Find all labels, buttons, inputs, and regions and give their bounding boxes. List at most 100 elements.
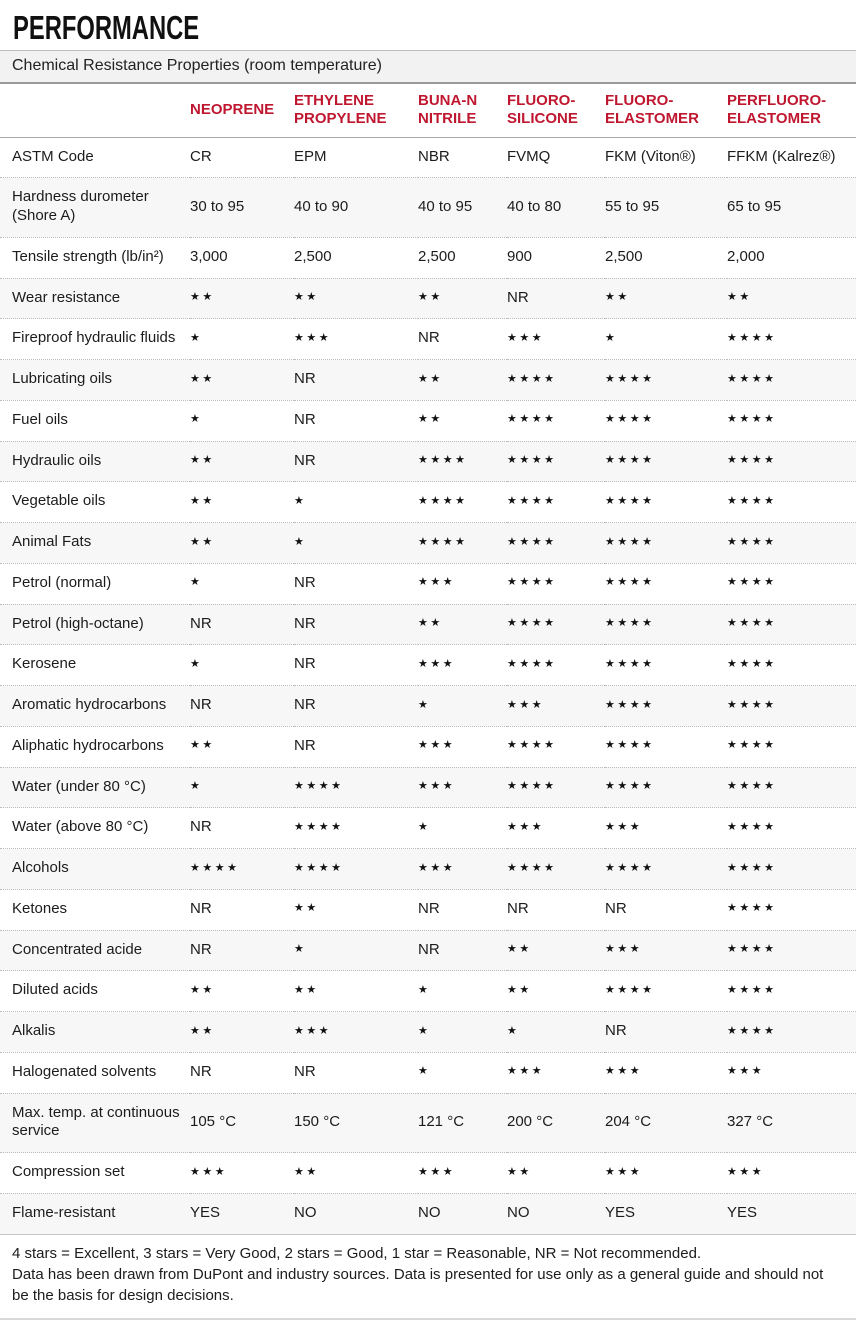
cell-fluoro-silicone: ★★★: [507, 808, 605, 849]
cell-buna-n-nitrile: NR: [418, 889, 507, 930]
cell-neoprene: NR: [190, 604, 294, 645]
cell-perfluoro-elastomer: ★★★★: [727, 767, 856, 808]
cell-fluoro-silicone: 200 °C: [507, 1093, 605, 1153]
cell-fluoro-elastomer: ★★★: [605, 808, 727, 849]
row-label: Petrol (high-octane): [0, 604, 190, 645]
cell-fluoro-elastomer: FKM (Viton®): [605, 137, 727, 178]
cell-neoprene: ★: [190, 319, 294, 360]
cell-neoprene: ★★: [190, 726, 294, 767]
cell-fluoro-elastomer: ★★★★: [605, 971, 727, 1012]
cell-fluoro-silicone: ★★: [507, 930, 605, 971]
row-label: Compression set: [0, 1153, 190, 1194]
table-row: Wear resistance ★★ ★★ ★★ NR ★★ ★★: [0, 278, 856, 319]
table-row: Max. temp. at continuous service 105 °C …: [0, 1093, 856, 1153]
cell-fluoro-elastomer: ★★: [605, 278, 727, 319]
header-empty-cell: [0, 84, 190, 137]
cell-buna-n-nitrile: ★: [418, 1052, 507, 1093]
cell-fluoro-elastomer: ★★★★: [605, 482, 727, 523]
cell-ethylene-propylene: NO: [294, 1193, 418, 1233]
cell-fluoro-silicone: NR: [507, 889, 605, 930]
cell-fluoro-elastomer: ★★★★: [605, 686, 727, 727]
cell-perfluoro-elastomer: ★★★★: [727, 971, 856, 1012]
cell-perfluoro-elastomer: 2,000: [727, 237, 856, 278]
table-row: Compression set ★★★ ★★ ★★★ ★★ ★★★ ★★★: [0, 1153, 856, 1194]
cell-perfluoro-elastomer: ★★★★: [727, 563, 856, 604]
cell-fluoro-elastomer: YES: [605, 1193, 727, 1233]
table-row: Ketones NR ★★ NR NR NR ★★★★: [0, 889, 856, 930]
cell-fluoro-silicone: ★★★★: [507, 645, 605, 686]
cell-buna-n-nitrile: ★: [418, 971, 507, 1012]
row-label: Diluted acids: [0, 971, 190, 1012]
cell-fluoro-silicone: ★★★★: [507, 849, 605, 890]
cell-fluoro-silicone: 900: [507, 237, 605, 278]
cell-ethylene-propylene: ★★★: [294, 319, 418, 360]
cell-fluoro-silicone: ★★★★: [507, 400, 605, 441]
cell-perfluoro-elastomer: ★★★★: [727, 930, 856, 971]
row-label: Petrol (normal): [0, 563, 190, 604]
table-row: Alkalis ★★ ★★★ ★ ★ NR ★★★★: [0, 1012, 856, 1053]
cell-neoprene: ★★: [190, 971, 294, 1012]
column-header-neoprene: NEOPRENE: [190, 84, 294, 137]
cell-buna-n-nitrile: ★★: [418, 604, 507, 645]
cell-fluoro-elastomer: ★★★★: [605, 726, 727, 767]
cell-fluoro-silicone: ★★★★: [507, 604, 605, 645]
cell-perfluoro-elastomer: ★★★★: [727, 319, 856, 360]
cell-neoprene: NR: [190, 1052, 294, 1093]
cell-fluoro-silicone: ★★★★: [507, 767, 605, 808]
cell-ethylene-propylene: NR: [294, 686, 418, 727]
cell-fluoro-elastomer: ★: [605, 319, 727, 360]
cell-buna-n-nitrile: NO: [418, 1193, 507, 1233]
cell-buna-n-nitrile: NBR: [418, 137, 507, 178]
cell-neoprene: ★: [190, 563, 294, 604]
page-title: PERFORMANCE: [13, 9, 199, 47]
cell-buna-n-nitrile: ★★★: [418, 726, 507, 767]
table-row: Flame-resistant YES NO NO NO YES YES: [0, 1193, 856, 1233]
cell-neoprene: CR: [190, 137, 294, 178]
cell-fluoro-silicone: ★★★: [507, 1052, 605, 1093]
cell-neoprene: ★: [190, 645, 294, 686]
table-row: Diluted acids ★★ ★★ ★ ★★ ★★★★ ★★★★: [0, 971, 856, 1012]
table-row: Water (above 80 °C) NR ★★★★ ★ ★★★ ★★★ ★★…: [0, 808, 856, 849]
cell-fluoro-elastomer: ★★★★: [605, 563, 727, 604]
column-header-perfluoro-elastomer: PERFLUORO-ELASTOMER: [727, 84, 856, 137]
row-label: Flame-resistant: [0, 1193, 190, 1233]
cell-perfluoro-elastomer: ★★★★: [727, 523, 856, 564]
cell-ethylene-propylene: ★: [294, 930, 418, 971]
cell-buna-n-nitrile: NR: [418, 930, 507, 971]
data-disclaimer: Data has been drawn from DuPont and indu…: [12, 1264, 840, 1307]
row-label: Tensile strength (lb/in²): [0, 237, 190, 278]
cell-perfluoro-elastomer: ★★★: [727, 1052, 856, 1093]
cell-ethylene-propylene: NR: [294, 726, 418, 767]
cell-ethylene-propylene: ★: [294, 523, 418, 564]
cell-ethylene-propylene: NR: [294, 441, 418, 482]
cell-buna-n-nitrile: NR: [418, 319, 507, 360]
cell-fluoro-elastomer: ★★★★: [605, 400, 727, 441]
cell-fluoro-silicone: ★★: [507, 971, 605, 1012]
cell-neoprene: ★: [190, 767, 294, 808]
table-row: Water (under 80 °C) ★ ★★★★ ★★★ ★★★★ ★★★★…: [0, 767, 856, 808]
table-row: Hardness durometer (Shore A) 30 to 95 40…: [0, 178, 856, 238]
row-label: Aromatic hydrocarbons: [0, 686, 190, 727]
row-label: Kerosene: [0, 645, 190, 686]
cell-ethylene-propylene: ★★★★: [294, 808, 418, 849]
cell-perfluoro-elastomer: ★★★★: [727, 400, 856, 441]
cell-neoprene: ★★: [190, 360, 294, 401]
cell-buna-n-nitrile: ★★★★: [418, 523, 507, 564]
cell-neoprene: YES: [190, 1193, 294, 1233]
cell-neoprene: 105 °C: [190, 1093, 294, 1153]
cell-neoprene: ★★★★: [190, 849, 294, 890]
cell-ethylene-propylene: NR: [294, 400, 418, 441]
cell-perfluoro-elastomer: 327 °C: [727, 1093, 856, 1153]
cell-neoprene: NR: [190, 889, 294, 930]
cell-neoprene: ★: [190, 400, 294, 441]
cell-perfluoro-elastomer: ★★★★: [727, 645, 856, 686]
cell-neoprene: NR: [190, 686, 294, 727]
cell-ethylene-propylene: 40 to 90: [294, 178, 418, 238]
cell-fluoro-silicone: ★★★★: [507, 563, 605, 604]
cell-buna-n-nitrile: 121 °C: [418, 1093, 507, 1153]
cell-ethylene-propylene: ★★★★: [294, 767, 418, 808]
table-row: Aromatic hydrocarbons NR NR ★ ★★★ ★★★★ ★…: [0, 686, 856, 727]
cell-buna-n-nitrile: 2,500: [418, 237, 507, 278]
cell-ethylene-propylene: ★★: [294, 278, 418, 319]
cell-fluoro-silicone: ★★★★: [507, 441, 605, 482]
